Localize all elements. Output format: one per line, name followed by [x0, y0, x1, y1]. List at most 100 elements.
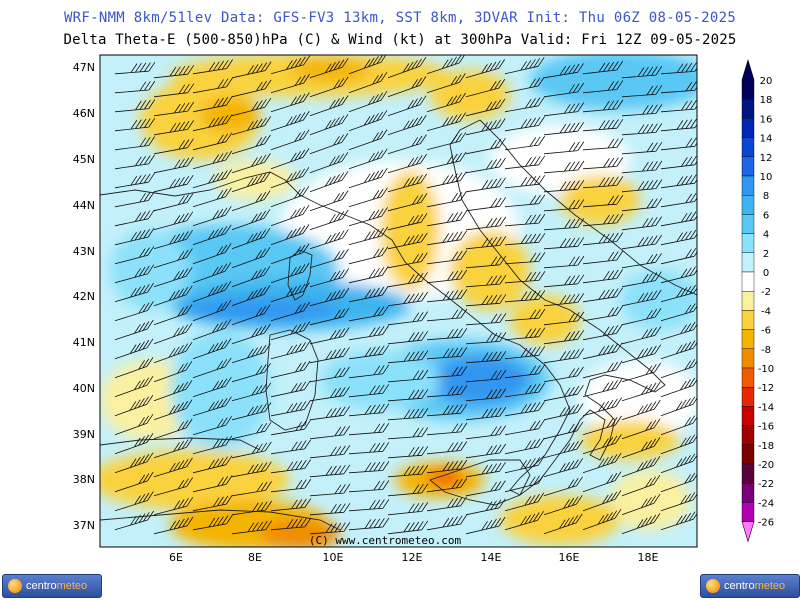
wind-barb — [270, 224, 310, 246]
wind-barb — [465, 236, 507, 250]
wind-barb — [660, 137, 697, 151]
wind-barb — [114, 510, 154, 531]
wind-barb — [543, 218, 585, 231]
wind-barb — [348, 422, 390, 436]
wind-barb — [543, 348, 584, 364]
wind-barb — [231, 134, 271, 155]
wind-barb — [231, 265, 271, 288]
wind-barb — [660, 118, 697, 132]
colorbar-label: -2 — [761, 287, 771, 298]
wind-barb — [153, 174, 194, 193]
wind-barb — [621, 474, 661, 497]
wind-barb — [114, 264, 155, 284]
wind-barb — [582, 118, 624, 132]
colorbar-label: -16 — [758, 422, 774, 433]
wind-barb — [387, 446, 429, 459]
wind-barb — [621, 289, 662, 307]
wind-barb — [153, 83, 195, 98]
wind-barb — [192, 455, 233, 474]
wind-barb — [621, 455, 661, 478]
wind-barb — [543, 63, 584, 79]
wind-barb — [270, 360, 311, 379]
wind-barb — [660, 434, 697, 455]
wind-barb — [153, 193, 194, 212]
wind-barb — [387, 408, 429, 421]
wind-barb — [426, 459, 468, 474]
wind-barb — [114, 491, 154, 512]
wind-barb — [660, 453, 697, 474]
wind-barb — [309, 522, 351, 535]
wind-barb — [543, 513, 583, 535]
wind-barb — [192, 280, 232, 303]
colorbar-label: -24 — [758, 498, 774, 509]
wind-barb — [153, 438, 193, 459]
wind-barb — [114, 172, 155, 189]
wind-barb — [153, 360, 193, 383]
field-shading — [100, 55, 697, 547]
wind-barb — [309, 425, 351, 440]
colorbar-swatch — [741, 463, 755, 484]
wind-barb — [231, 171, 271, 193]
wind-barb — [465, 369, 507, 383]
wind-barb — [660, 472, 697, 493]
wind-barb — [153, 457, 193, 478]
wind-barb — [231, 285, 271, 307]
wind-barb — [465, 118, 506, 136]
wind-barb — [582, 471, 622, 493]
wind-barb — [114, 80, 156, 94]
wind-barb — [270, 262, 310, 284]
colorbar-swatch — [741, 367, 755, 388]
wind-barb — [387, 252, 428, 269]
wind-barb — [582, 452, 622, 474]
wind-barb — [504, 437, 545, 455]
wind-barb — [543, 255, 585, 269]
wind-barb — [504, 510, 544, 531]
centrometeo-logo-left[interactable]: centro meteo — [2, 574, 102, 598]
wind-barb — [153, 285, 193, 307]
lat-label: 44N — [73, 199, 95, 212]
colorbar-label: 20 — [760, 76, 773, 87]
wind-barb — [387, 389, 429, 402]
centrometeo-logo-right[interactable]: centro meteo — [700, 574, 800, 598]
wind-barb — [582, 342, 623, 360]
field-layer — [100, 55, 697, 547]
wind-barb — [543, 403, 584, 421]
wind-barb — [465, 388, 507, 402]
wind-barb — [153, 229, 193, 250]
wind-barb — [348, 442, 390, 455]
colorbar-swatch — [741, 252, 755, 273]
wind-barb — [114, 246, 155, 265]
wind-barb — [231, 79, 272, 98]
wind-barb — [231, 362, 271, 383]
colorbar-swatch — [741, 329, 755, 350]
wind-barb — [270, 498, 312, 512]
wind-barb — [621, 362, 661, 383]
wind-barb — [270, 73, 310, 94]
wind-barb — [114, 452, 154, 474]
wind-barb — [582, 360, 623, 379]
colorbar-label: 12 — [760, 153, 773, 164]
wind-barb — [348, 344, 390, 360]
wind-barb — [504, 155, 546, 170]
wind-barb — [348, 499, 390, 512]
wind-barb — [114, 61, 156, 75]
wind-barb — [387, 173, 428, 193]
wind-barb — [582, 397, 623, 417]
wind-barb — [348, 364, 390, 379]
wind-barb — [192, 150, 233, 170]
coastlines — [100, 119, 697, 531]
wind-barb — [348, 110, 388, 132]
wind-barb — [114, 394, 154, 417]
wind-barb — [192, 416, 233, 436]
header-field-info: Delta Theta-E (500-850)hPa (C) & Wind (k… — [63, 32, 737, 48]
wind-barb — [309, 209, 349, 231]
wind-barb — [231, 304, 271, 326]
wind-barb — [270, 517, 312, 531]
wind-barb — [231, 227, 271, 250]
wind-barb — [504, 346, 546, 360]
wind-barb — [387, 76, 427, 98]
wind-barb — [270, 185, 310, 208]
wind-barb — [543, 311, 585, 326]
wind-barb — [231, 461, 272, 478]
